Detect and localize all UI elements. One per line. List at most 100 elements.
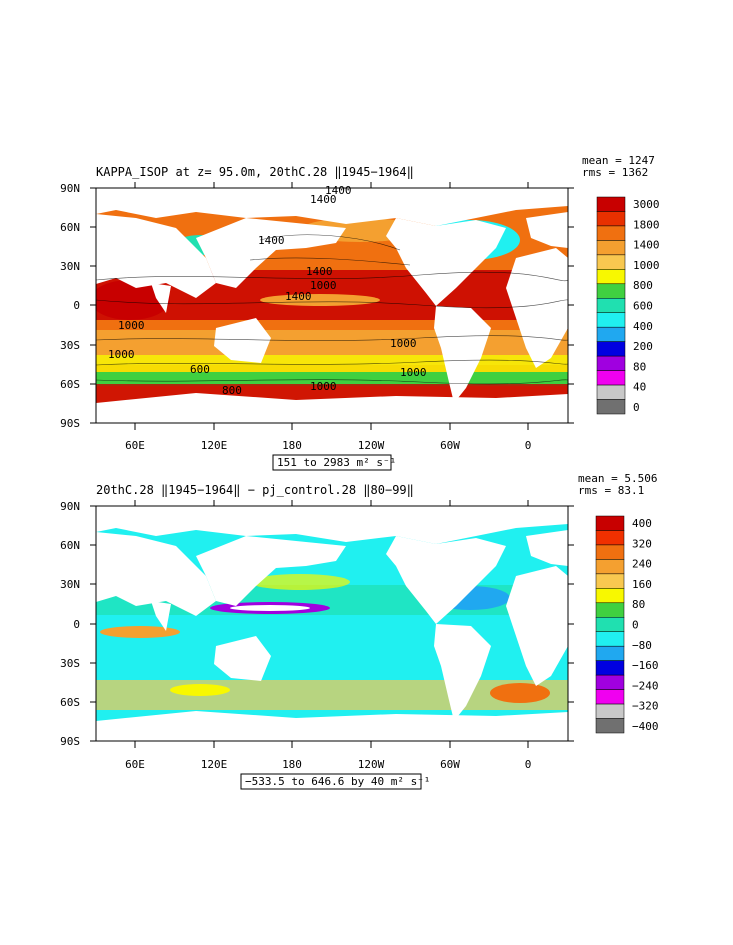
top-range-box [272,454,392,471]
lat-label: 30N [60,260,80,273]
colorbar-swatch [595,718,625,734]
colorbar-label: 160 [632,578,652,591]
lat-label: 60S [60,696,80,709]
contour-label: 1000 [310,279,337,292]
top-map-field [96,188,568,423]
top-panel-title: KAPPA_ISOP at z= 95.0m, 20thC.28 ‖1945−1… [96,165,414,179]
colorbar-swatch [595,515,625,531]
top-lat-axis: 90N 60N 30N 0 30S 60S 90S [60,182,574,430]
contour-label: 1000 [310,380,337,393]
colorbar-label: −240 [632,679,659,692]
colorbar-swatch [595,674,625,690]
colorbar-label: −320 [632,700,659,713]
colorbar-swatch [596,283,626,299]
colorbar-label: 400 [633,320,653,333]
colorbar-swatch [596,370,626,386]
top-rms-stat: rms = 1362 [582,166,648,179]
colorbar-swatch [596,384,626,400]
colorbar-label: 3000 [633,198,660,211]
lon-label: 180 [282,758,302,771]
colorbar-label: −80 [632,639,652,652]
colorbar-label: −160 [632,659,659,672]
contour-label: 1400 [285,290,312,303]
bottom-lat-axis: 90N 60N 30N 0 30S 60S 90S [60,500,574,748]
bottom-panel-title: 20thC.28 ‖1945−1964‖ − pj_control.28 ‖80… [96,483,414,497]
lat-label: 30N [60,578,80,591]
lon-label: 180 [282,439,302,452]
lat-label: 60S [60,378,80,391]
colorbar-label: 1800 [633,218,660,231]
colorbar-swatch [595,544,625,560]
colorbar-label: 320 [632,537,652,550]
bottom-map-field [96,506,568,741]
bottom-colorbar: 400 320 240 160 80 0 −80 −160 −240 −320 −400 [595,515,659,734]
colorbar-swatch [596,355,626,371]
contour-label: 1400 [310,193,337,206]
bottom-lon-axis: 60E 120E 180 120W 60W 0 [125,500,531,771]
lat-label: 30S [60,657,80,670]
lat-label: 0 [73,618,80,631]
colorbar-swatch [596,196,626,212]
lat-label: 90S [60,417,80,430]
colorbar-label: 1400 [633,239,660,252]
contour-label: 600 [190,363,210,376]
colorbar-label: 0 [633,401,640,414]
colorbar-swatch [595,703,625,719]
bottom-rms-stat: rms = 83.1 [578,484,644,497]
colorbar-swatch [595,689,625,705]
bottom-mean-stat: mean = 5.506 [578,472,657,485]
colorbar-swatch [595,631,625,647]
lon-label: 0 [525,439,532,452]
bottom-range-box [240,773,422,790]
lat-label: 60N [60,221,80,234]
lon-label: 0 [525,758,532,771]
colorbar-swatch [596,341,626,357]
contour-label: 1000 [118,319,145,332]
lon-label: 120W [358,758,385,771]
colorbar-swatch [595,573,625,589]
top-mean-stat: mean = 1247 [582,154,655,167]
colorbar-label: 40 [633,381,646,394]
lat-label: 0 [73,299,80,312]
contour-label: 1000 [400,366,427,379]
colorbar-swatch [595,617,625,632]
lat-label: 30S [60,339,80,352]
top-contour-labels: 1400 1400 1400 1400 1000 1400 1000 1000 … [108,184,427,397]
lon-label: 60W [440,439,460,452]
colorbar-label: 800 [633,279,653,292]
contour-label: 1000 [390,337,417,350]
lon-label: 120E [201,758,228,771]
colorbar-swatch [595,559,625,575]
colorbar-swatch [595,602,625,618]
colorbar-label: 1000 [633,259,660,272]
lat-label: 90S [60,735,80,748]
colorbar-swatch [596,399,626,415]
bottom-map-panel: 20thC.28 ‖1945−1964‖ − pj_control.28 ‖80… [60,472,659,790]
colorbar-label: 200 [633,340,653,353]
colorbar-label: 240 [632,558,652,571]
contour-label: 1000 [108,348,135,361]
top-lon-axis: 60E 120E 180 120W 60W 0 [125,182,531,452]
colorbar-swatch [595,645,625,661]
colorbar-swatch [596,326,626,342]
colorbar-label: 80 [632,598,645,611]
colorbar-swatch [596,269,626,285]
colorbar-swatch [596,211,626,227]
lon-label: 120W [358,439,385,452]
colorbar-label: −400 [632,720,659,733]
lon-label: 120E [201,439,228,452]
top-map-panel: KAPPA_ISOP at z= 95.0m, 20thC.28 ‖1945−1… [60,154,660,471]
contour-label: 1400 [325,184,352,197]
colorbar-label: 600 [633,300,653,313]
colorbar-swatch [596,312,626,328]
colorbar-swatch [595,530,625,546]
colorbar-label: 400 [632,517,652,530]
colorbar-swatch [595,588,625,604]
contour-label: 800 [222,384,242,397]
lat-label: 60N [60,539,80,552]
colorbar-swatch [596,240,626,256]
lat-label: 90N [60,500,80,513]
colorbar-swatch [596,225,626,241]
